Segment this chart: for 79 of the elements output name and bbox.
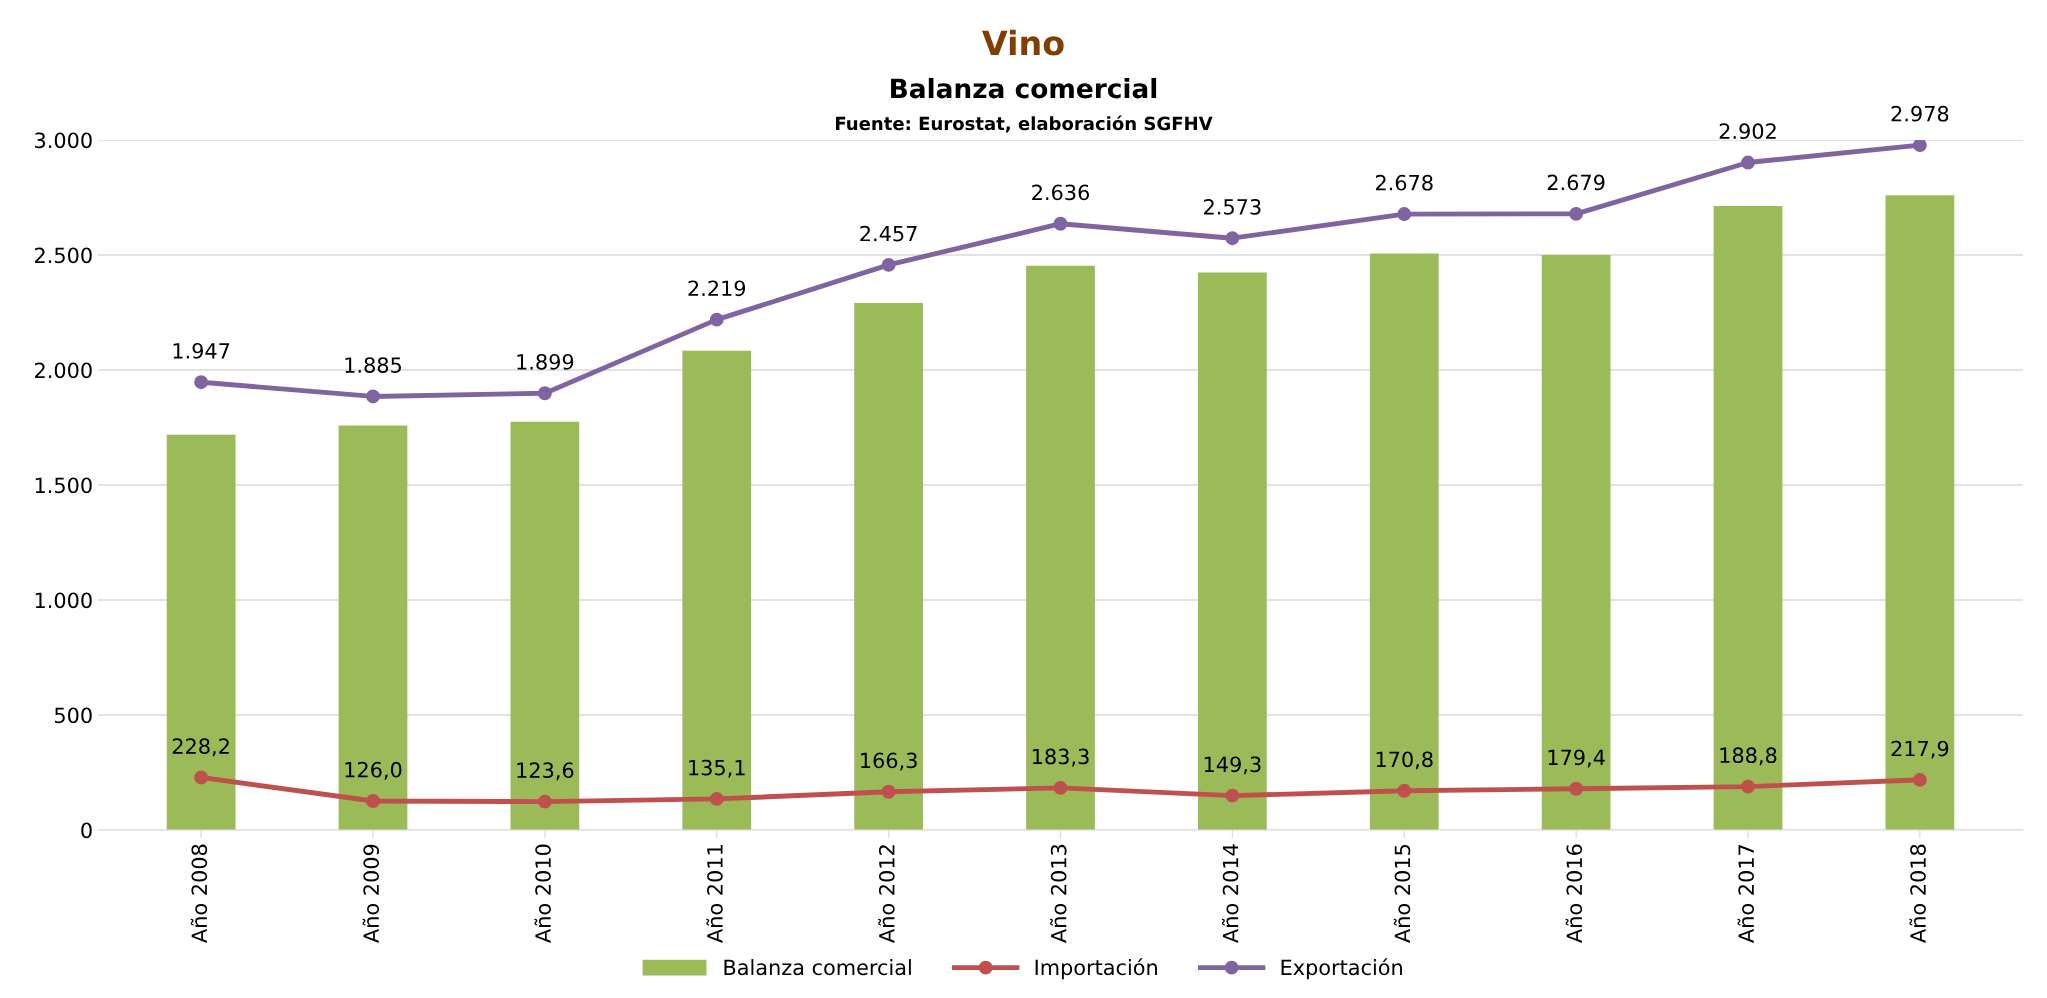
bar [1713, 206, 1783, 830]
bar [1885, 195, 1955, 830]
x-tick-label: Año 2017 [1737, 844, 1755, 943]
bar [1369, 253, 1439, 830]
x-tick-label: Año 2015 [1393, 845, 1411, 943]
x-tick-label: Año 2010 [534, 844, 551, 943]
point [366, 389, 380, 404]
point [1053, 780, 1068, 795]
data-label: 2.219 [688, 280, 746, 297]
bar [1198, 272, 1267, 830]
data-label: 217,9 [1891, 740, 1949, 759]
point [881, 784, 896, 799]
chart-title: Vino [982, 29, 1064, 56]
point [1569, 781, 1584, 796]
bar [1026, 265, 1095, 830]
data-label: 1.885 [345, 357, 401, 373]
point [1569, 206, 1584, 221]
bar [854, 303, 923, 830]
point [1397, 207, 1412, 222]
y-tick-label: 500 [54, 707, 92, 724]
legend-label: Importación [1035, 958, 1157, 980]
x-tick-label: Año 2008 [190, 844, 208, 943]
x-tick-label: Año 2018 [1909, 844, 1926, 943]
data-label: 2.678 [1375, 174, 1433, 191]
data-label: 2.902 [1719, 123, 1776, 140]
point [1912, 772, 1927, 787]
y-tick-label: 1.000 [35, 592, 92, 609]
legend-label: Exportación [1281, 958, 1402, 980]
data-label: 135,1 [689, 759, 745, 778]
data-label: 2.636 [1032, 184, 1090, 201]
data-label: 2.679 [1547, 174, 1605, 191]
x-tick-label: Año 2012 [878, 845, 895, 943]
point [1053, 216, 1068, 231]
x-tick-label: Año 2016 [1565, 844, 1583, 943]
x-tick-label: Año 2013 [1050, 844, 1067, 943]
bar [682, 350, 752, 830]
bar [166, 434, 236, 830]
bar [1541, 255, 1611, 830]
data-label: 2.978 [1891, 105, 1949, 122]
data-label: 188,8 [1720, 747, 1777, 766]
x-tick-label: Año 2014 [1221, 844, 1239, 943]
point [1741, 155, 1755, 170]
y-tick-label: 1.500 [35, 477, 92, 494]
point [194, 770, 209, 785]
data-label: 126,0 [345, 761, 402, 780]
y-tick-label: 3.000 [35, 132, 92, 149]
data-label: 149,3 [1204, 756, 1261, 775]
data-label: 228,2 [172, 738, 229, 757]
point [1225, 788, 1240, 803]
data-label: 2.573 [1204, 198, 1261, 215]
point [537, 794, 552, 809]
bar [510, 421, 580, 830]
data-label: 183,3 [1032, 748, 1089, 767]
data-label: 1.947 [173, 342, 230, 359]
y-tick-label: 2.500 [35, 247, 92, 264]
point [709, 312, 724, 327]
bar [338, 425, 408, 830]
point [881, 257, 896, 272]
x-tick-label: Año 2011 [706, 845, 723, 943]
y-tick-label: 0 [81, 822, 92, 839]
data-label: 179,4 [1548, 749, 1605, 768]
data-label: 166,3 [861, 752, 917, 771]
data-label: 1.899 [517, 353, 574, 370]
point [1397, 783, 1412, 798]
data-label: 123,6 [517, 762, 574, 781]
legend-label: Balanza comercial [724, 959, 911, 976]
data-label: 170,8 [1376, 751, 1433, 770]
point [1912, 140, 1927, 153]
point [366, 794, 380, 808]
point [537, 386, 552, 401]
point [1741, 779, 1755, 794]
point [1225, 231, 1240, 246]
point [709, 791, 724, 806]
chart-subtitle: Balanza comercial [891, 77, 1157, 99]
source-note: Fuente: Eurostat, elaboración SGFHV [836, 115, 1213, 133]
data-label: 2.457 [860, 225, 917, 242]
x-tick-label: Año 2009 [362, 844, 380, 943]
y-tick-label: 2.000 [35, 362, 92, 379]
point [194, 375, 209, 390]
